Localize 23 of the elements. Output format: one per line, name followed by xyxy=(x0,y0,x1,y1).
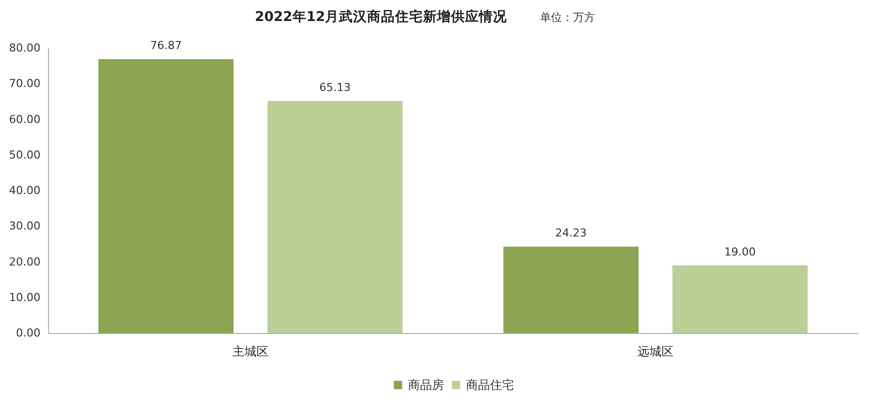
y-tick-label: 40.00 xyxy=(9,184,40,197)
data-label: 19.00 xyxy=(724,245,756,258)
y-tick-label: 70.00 xyxy=(9,77,40,90)
data-label: 76.87 xyxy=(150,39,182,52)
bar xyxy=(672,265,808,333)
y-tick-label: 80.00 xyxy=(9,42,40,54)
x-tick-label: 远城区 xyxy=(638,344,674,358)
y-tick-label: 50.00 xyxy=(9,148,40,162)
y-tick-label: 30.00 xyxy=(9,220,40,233)
legend-label: 商品住宅 xyxy=(466,378,514,392)
bar xyxy=(267,100,403,333)
x-tick-label: 主城区 xyxy=(232,344,268,358)
legend-label: 商品房 xyxy=(408,378,444,392)
bar xyxy=(503,246,639,333)
data-label: 24.23 xyxy=(555,226,587,240)
y-tick-label: 20.00 xyxy=(9,255,40,268)
chart-title: 2022年12月武汉商品住宅新增供应情况 xyxy=(254,8,508,25)
y-tick-label: 10.00 xyxy=(9,290,40,304)
text: 单位：万方 xyxy=(540,11,595,24)
bar xyxy=(98,59,234,333)
y-tick-label: 60.00 xyxy=(9,112,40,126)
data-label: 65.13 xyxy=(319,80,351,94)
y-tick-label: 0.00 xyxy=(16,326,40,340)
